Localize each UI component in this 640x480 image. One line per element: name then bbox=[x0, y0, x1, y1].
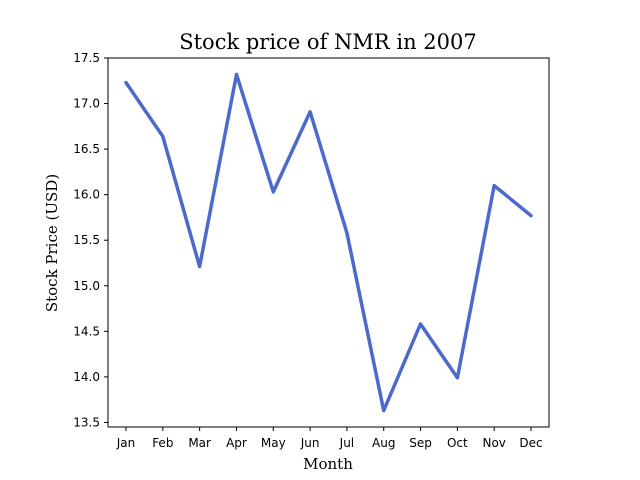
chart-title: Stock price of NMR in 2007 bbox=[179, 30, 477, 54]
plot-frame bbox=[107, 57, 550, 428]
x-tick-label: Oct bbox=[447, 436, 468, 450]
x-tick-label: Jun bbox=[300, 436, 320, 450]
y-tick-label: 14.0 bbox=[73, 370, 100, 384]
x-tick-label: Feb bbox=[152, 436, 173, 450]
y-tick-label: 17.0 bbox=[73, 97, 100, 111]
series-line bbox=[124, 72, 533, 413]
y-axis-label: Stock Price (USD) bbox=[43, 174, 61, 312]
x-tick-label: May bbox=[261, 436, 286, 450]
y-tick-label: 17.5 bbox=[73, 51, 100, 65]
x-tick-label: Jan bbox=[116, 436, 136, 450]
x-tick-label: Jul bbox=[339, 436, 354, 450]
y-tick-label: 15.0 bbox=[73, 279, 100, 293]
x-tick-label: Dec bbox=[519, 436, 542, 450]
x-axis-ticks: Jan Feb Mar Apr May Jun Jul Aug Sep Oct Nov Dec bbox=[116, 427, 543, 450]
x-tick-label: Apr bbox=[226, 436, 247, 450]
y-tick-label: 15.5 bbox=[73, 233, 100, 247]
y-tick-label: 13.5 bbox=[73, 415, 100, 429]
y-tick-label: 16.5 bbox=[73, 142, 100, 156]
x-tick-label: Aug bbox=[372, 436, 395, 450]
x-tick-label: Nov bbox=[482, 436, 505, 450]
y-axis-ticks: 13.5 14.0 14.5 15.0 15.5 16.0 16.5 17.0 17.5 bbox=[73, 51, 108, 429]
x-tick-label: Mar bbox=[188, 436, 211, 450]
x-axis-label: Month bbox=[303, 455, 353, 473]
y-tick-label: 16.0 bbox=[73, 188, 100, 202]
y-tick-label: 14.5 bbox=[73, 324, 100, 338]
x-tick-label: Sep bbox=[409, 436, 432, 450]
